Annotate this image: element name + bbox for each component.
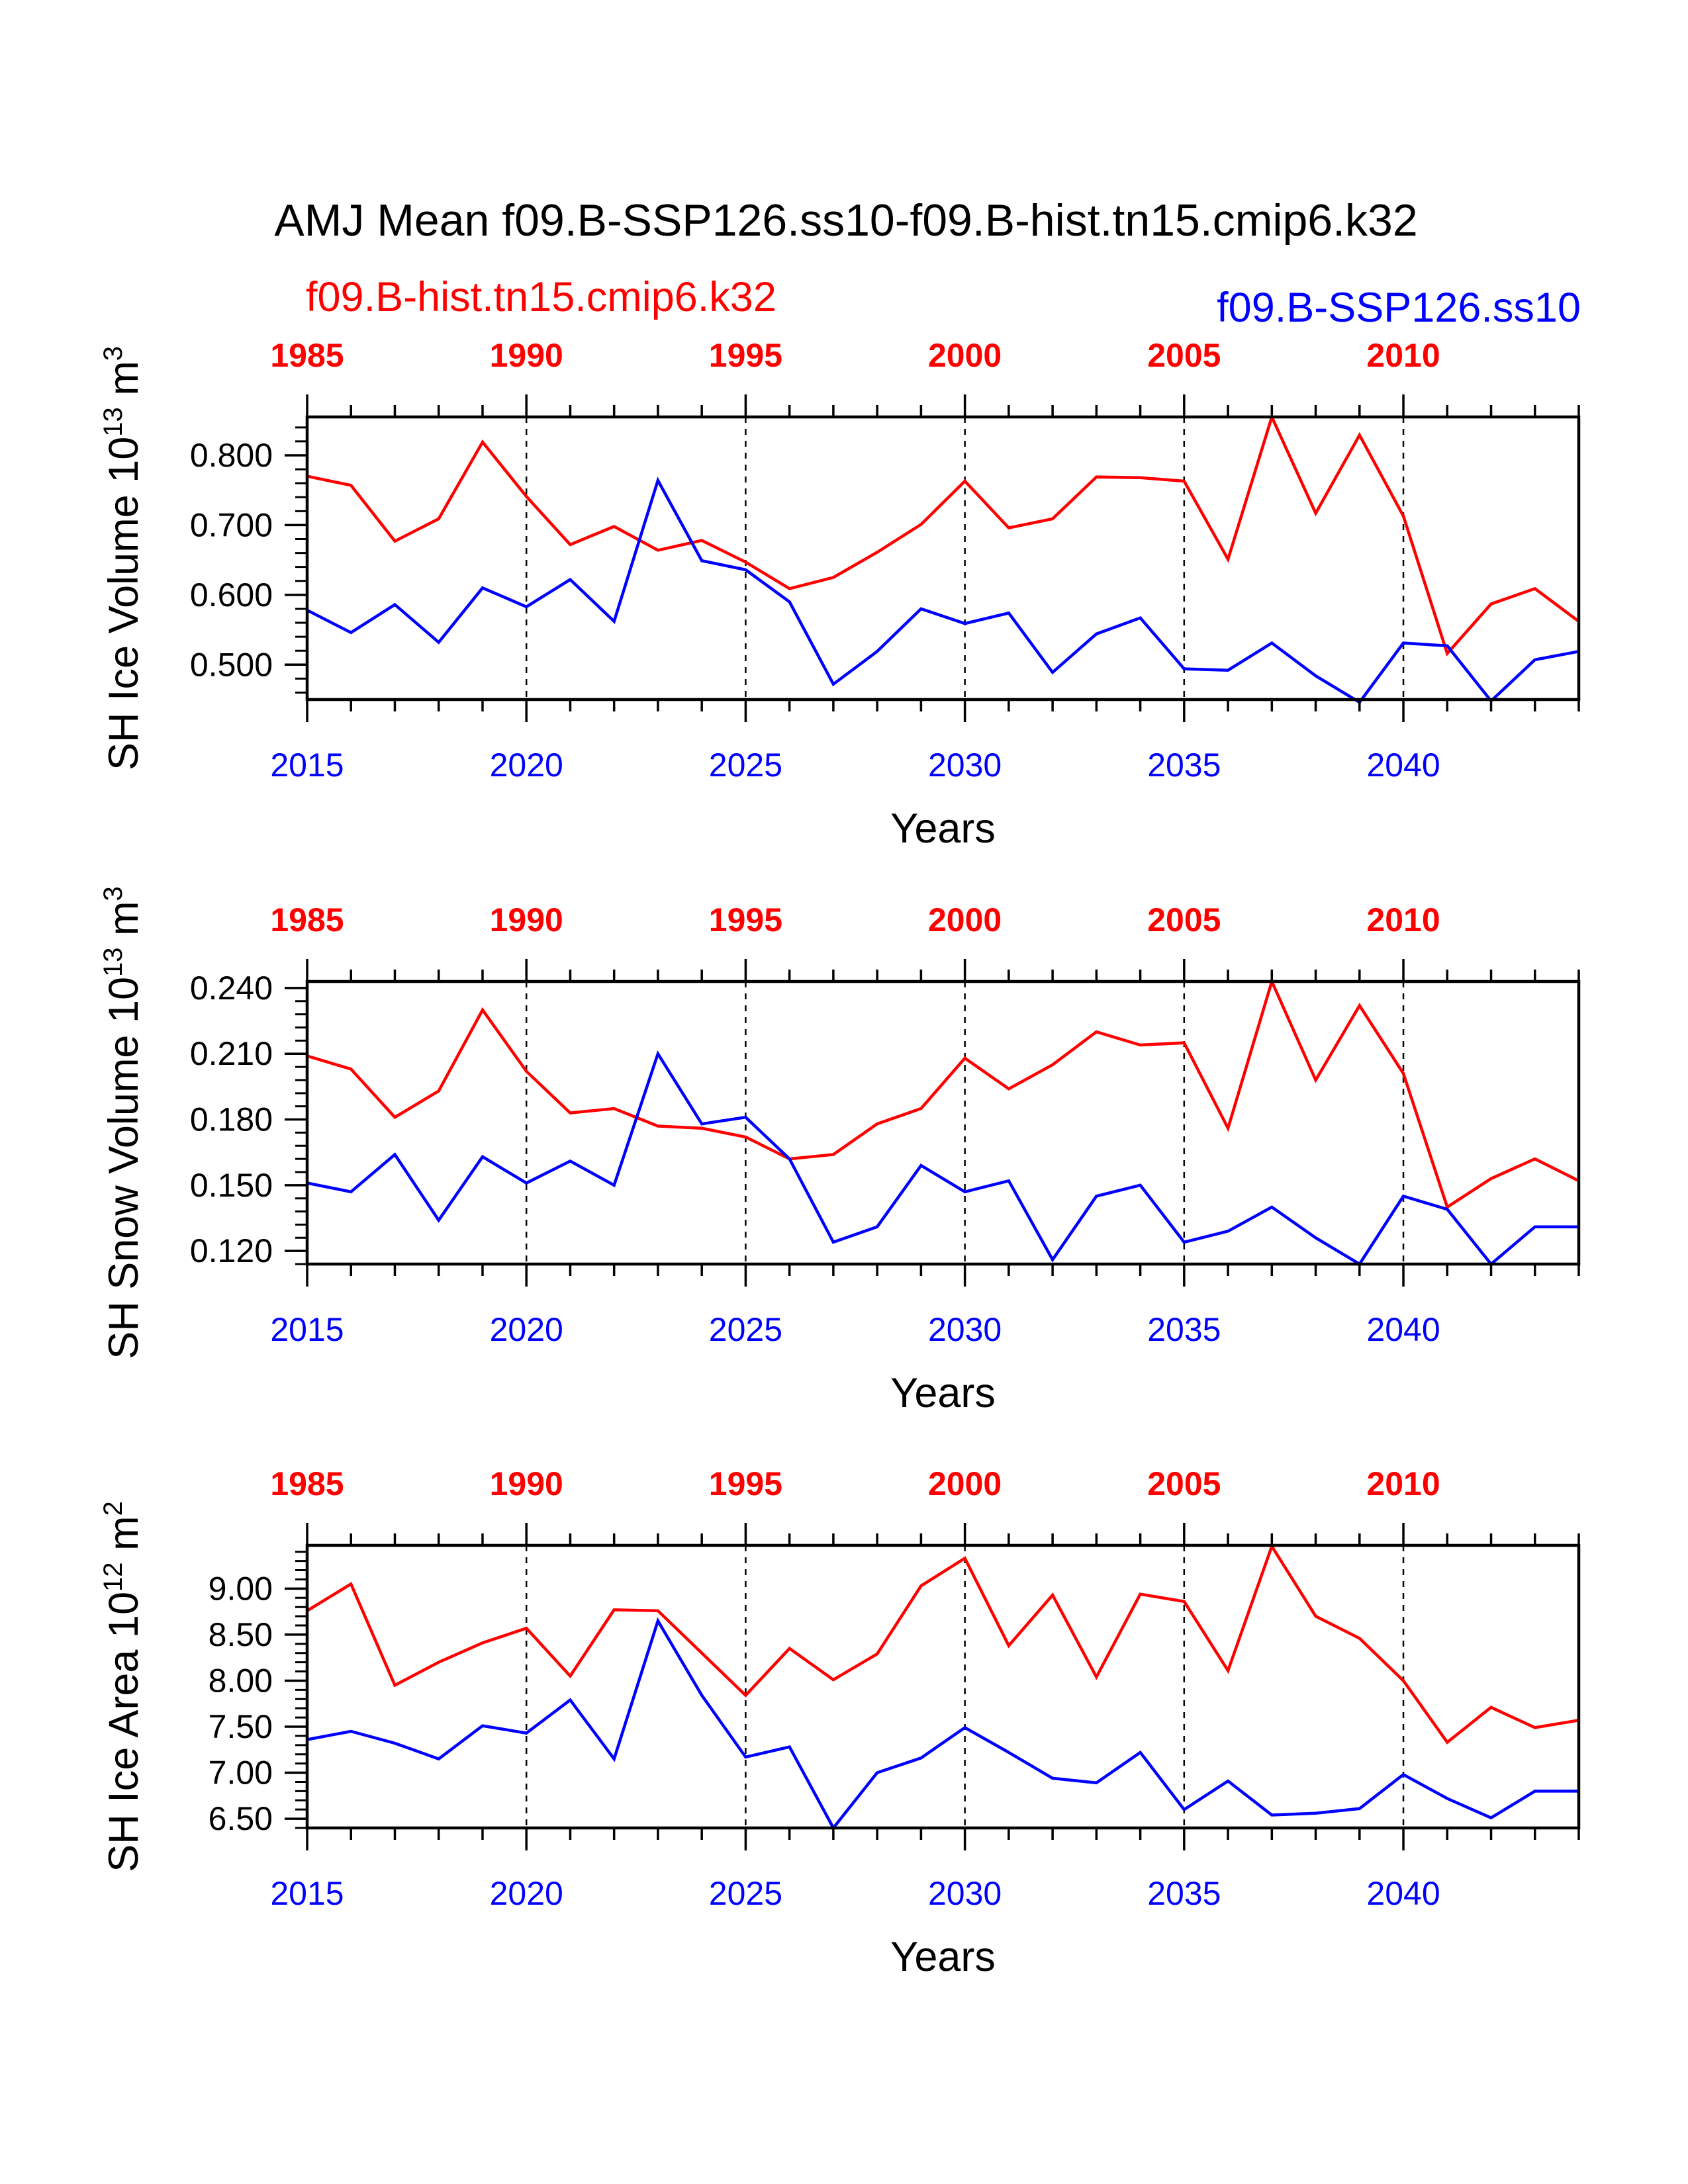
- bottom-tick-label: 2040: [1366, 1311, 1440, 1348]
- top-tick-label: 1990: [490, 337, 563, 374]
- top-tick-label: 1995: [709, 337, 782, 374]
- bottom-tick-label: 2030: [928, 1311, 1002, 1348]
- figure-title: AMJ Mean f09.B-SSP126.ss10-f09.B-hist.tn…: [274, 195, 1417, 246]
- y-axis-title-superscript: 13: [99, 407, 128, 437]
- bottom-tick-label: 2030: [928, 747, 1002, 784]
- bottom-tick-label: 2025: [709, 747, 782, 784]
- y-tick-label: 8.00: [209, 1662, 273, 1699]
- y-tick-label: 7.00: [209, 1754, 273, 1792]
- y-axis-title: SH Ice Area 1012 m2: [99, 1501, 147, 1872]
- top-tick-label: 2010: [1366, 1465, 1440, 1502]
- bottom-tick-label: 2025: [709, 1875, 782, 1912]
- y-axis-title-superscript: 3: [99, 346, 128, 361]
- legend-hist-label: f09.B-hist.tn15.cmip6.k32: [306, 274, 776, 320]
- bottom-tick-label: 2015: [270, 747, 344, 784]
- bottom-tick-label: 2035: [1147, 1875, 1221, 1912]
- bottom-tick-label: 2035: [1147, 747, 1221, 784]
- top-tick-label: 1985: [270, 901, 344, 938]
- y-tick-label: 0.120: [190, 1232, 273, 1269]
- x-axis-title: Years: [890, 805, 996, 852]
- y-tick-label: 7.50: [209, 1708, 273, 1745]
- y-tick-label: 8.50: [209, 1616, 273, 1653]
- y-tick-label: 0.150: [190, 1167, 273, 1204]
- top-tick-label: 2000: [928, 1465, 1002, 1502]
- bottom-tick-label: 2015: [270, 1875, 344, 1912]
- y-tick-label: 0.210: [190, 1035, 273, 1072]
- y-tick-label: 0.600: [190, 576, 273, 614]
- top-tick-label: 2010: [1366, 901, 1440, 938]
- y-axis-title-superscript: 13: [99, 947, 128, 977]
- series-line-hist: [306, 977, 1580, 1210]
- plot-frame: [305, 415, 1581, 702]
- y-tick-label: 0.180: [190, 1101, 273, 1138]
- legend-ssp-label: f09.B-SSP126.ss10: [1217, 285, 1581, 331]
- y-tick-label: 0.500: [190, 646, 273, 683]
- y-axis-title: SH Ice Volume 1013 m3: [99, 346, 147, 770]
- series-line-hist: [306, 1543, 1579, 1745]
- top-tick-label: 2005: [1147, 901, 1221, 938]
- x-axis-title: Years: [890, 1370, 996, 1416]
- y-axis-title-part: m: [101, 361, 147, 407]
- y-tick-label: 0.700: [190, 506, 273, 543]
- bottom-tick-label: 2020: [490, 1875, 563, 1912]
- top-tick-label: 2005: [1147, 337, 1221, 374]
- y-axis-title-superscript: 12: [99, 1562, 128, 1592]
- series-line-ssp: [306, 1050, 1579, 1267]
- series-line-ssp: [306, 1617, 1579, 1831]
- series-line-hist: [306, 412, 1580, 657]
- bottom-tick-label: 2020: [490, 1311, 563, 1348]
- top-tick-label: 1995: [709, 901, 782, 938]
- chart-panel-3: 1985 1990 1995 2000 2005 2010 2015 2020 2025 2030…: [99, 1465, 1581, 1980]
- top-tick-label: 2000: [928, 337, 1002, 374]
- top-tick-label: 1985: [270, 1465, 344, 1502]
- y-tick-label: 6.50: [209, 1800, 273, 1837]
- y-axis-title: SH Snow Volume 1013 m3: [99, 886, 147, 1359]
- bottom-tick-label: 2040: [1366, 1875, 1440, 1912]
- y-axis-title-part: m: [101, 1516, 147, 1563]
- bottom-tick-label: 2020: [490, 747, 563, 784]
- top-tick-label: 2010: [1366, 337, 1440, 374]
- top-tick-label: 1985: [270, 337, 344, 374]
- plot-frame: [305, 1543, 1581, 1830]
- y-tick-label: 0.800: [190, 437, 273, 474]
- bottom-tick-label: 2015: [270, 1311, 344, 1348]
- top-tick-label: 2005: [1147, 1465, 1221, 1502]
- y-tick-label: 0.240: [190, 970, 273, 1007]
- y-axis-title-superscript: 2: [99, 1501, 128, 1516]
- y-tick-label: 9.00: [209, 1570, 273, 1607]
- chart-panel-1: 1985 1990 1995 2000 2005 2010 2015 2020 2025 2030…: [99, 337, 1581, 852]
- y-axis-title-superscript: 3: [99, 886, 128, 901]
- series-line-ssp: [306, 477, 1579, 705]
- top-tick-label: 2000: [928, 901, 1002, 938]
- top-tick-label: 1990: [490, 1465, 563, 1502]
- chart-panels: 1985 1990 1995 2000 2005 2010 2015 2020 2025 2030…: [99, 337, 1581, 1980]
- y-axis-title-part: m: [101, 901, 147, 947]
- y-axis-title-part: SH Ice Area 10: [101, 1592, 147, 1872]
- bottom-tick-label: 2040: [1366, 747, 1440, 784]
- bottom-tick-label: 2030: [928, 1875, 1002, 1912]
- top-tick-label: 1990: [490, 901, 563, 938]
- top-tick-label: 1995: [709, 1465, 782, 1502]
- chart-panel-2: 1985 1990 1995 2000 2005 2010 2015 2020 2025 2030…: [99, 886, 1581, 1416]
- y-axis-title-part: SH Ice Volume 10: [101, 437, 147, 770]
- bottom-tick-label: 2035: [1147, 1311, 1221, 1348]
- bottom-tick-label: 2025: [709, 1311, 782, 1348]
- x-axis-title: Years: [890, 1934, 996, 1980]
- y-axis-title-part: SH Snow Volume 10: [101, 977, 147, 1359]
- plot-frame: [305, 979, 1581, 1266]
